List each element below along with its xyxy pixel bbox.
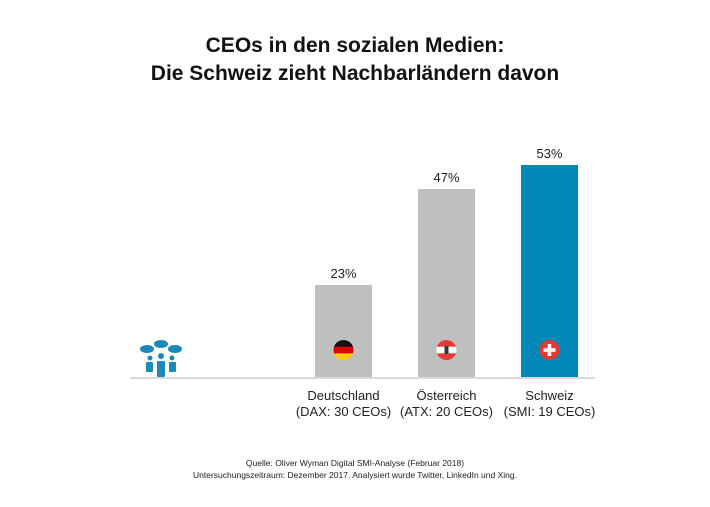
chart-title-line2: Die Schweiz zieht Nachbarländern davon <box>150 62 560 85</box>
bar-Deutschland <box>315 285 372 377</box>
chart-title-line1: CEOs in den sozialen Medien: <box>205 34 505 57</box>
category-label: Schweiz <box>525 388 573 403</box>
category-sublabel: (SMI: 19 CEOs) <box>504 404 596 419</box>
category-sublabel: (ATX: 20 CEOs) <box>400 404 493 419</box>
people-chat-icon <box>140 340 182 377</box>
category-label: Deutschland <box>307 388 379 403</box>
data-label: 53% <box>536 146 562 161</box>
data-label: 47% <box>433 170 459 185</box>
category-label: Österreich <box>417 388 477 403</box>
germany-flag-icon <box>333 340 354 360</box>
source-line2: Untersuchungszeitraum: Dezember 2017. An… <box>193 470 517 480</box>
category-sublabel: (DAX: 30 CEOs) <box>296 404 391 419</box>
source-line1: Quelle: Oliver Wyman Digital SMI-Analyse… <box>245 458 465 468</box>
switzerland-flag-icon <box>539 340 560 360</box>
data-label: 23% <box>330 266 356 281</box>
austria-flag-icon <box>436 340 457 360</box>
